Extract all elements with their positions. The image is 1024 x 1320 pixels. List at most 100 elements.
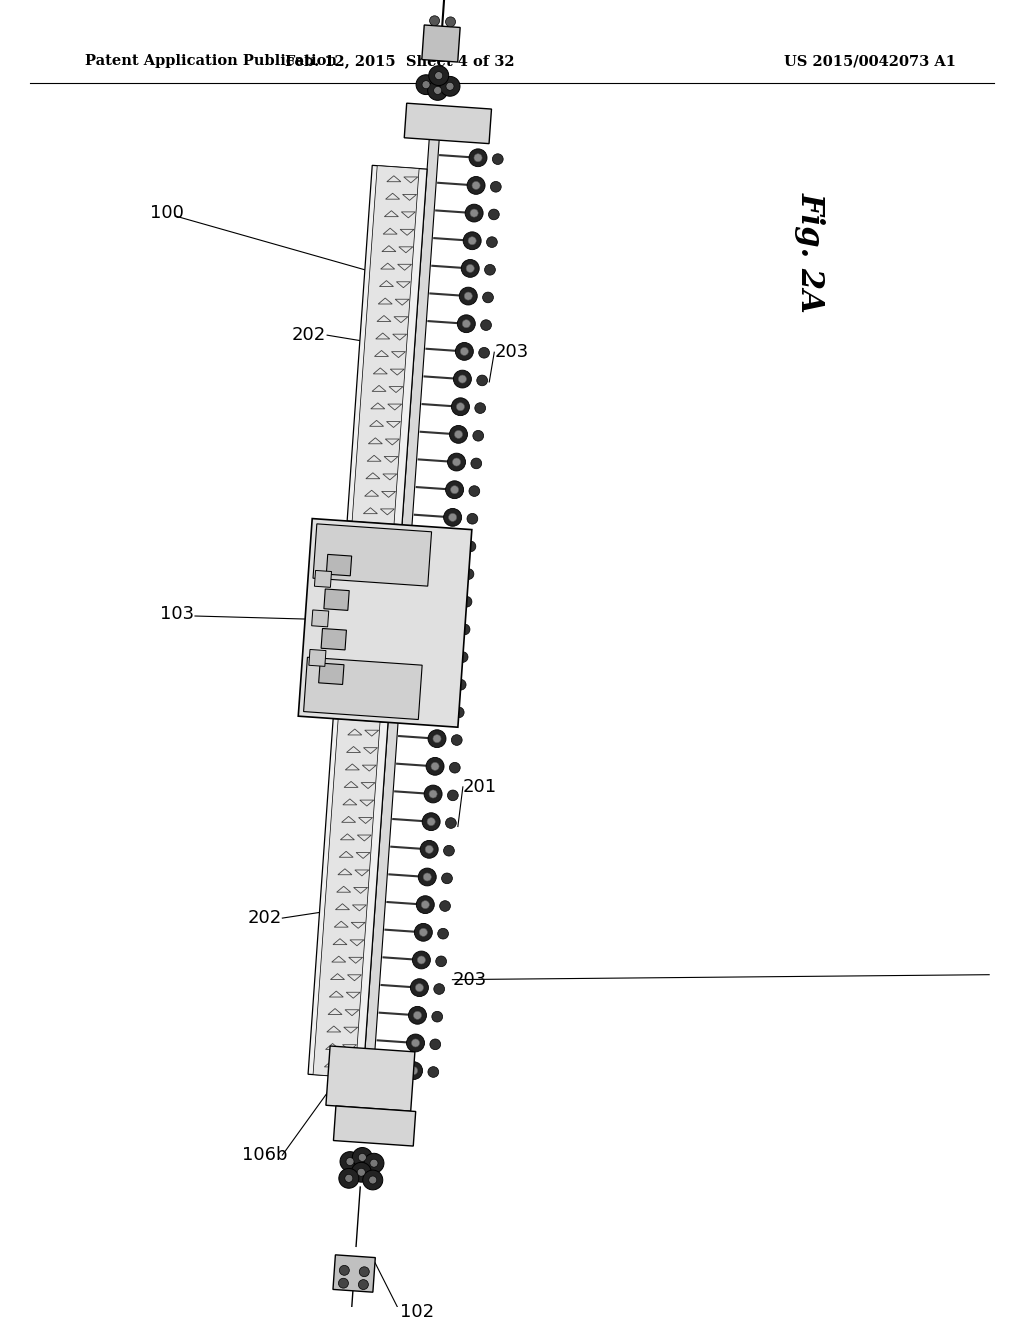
Circle shape [440, 77, 460, 96]
Circle shape [404, 1061, 423, 1080]
Circle shape [466, 264, 474, 272]
Circle shape [477, 375, 487, 385]
Circle shape [443, 508, 462, 527]
Circle shape [490, 181, 501, 193]
Circle shape [437, 928, 449, 939]
Circle shape [432, 675, 450, 692]
Circle shape [473, 430, 483, 441]
Circle shape [452, 397, 469, 416]
Circle shape [468, 236, 476, 244]
Circle shape [486, 236, 498, 247]
Circle shape [432, 1011, 442, 1022]
Circle shape [465, 205, 483, 222]
Text: 201: 201 [463, 777, 497, 796]
Circle shape [440, 624, 449, 632]
Text: 106b: 106b [243, 1146, 288, 1164]
Circle shape [357, 1168, 366, 1176]
Circle shape [445, 17, 456, 26]
Circle shape [411, 978, 428, 997]
Circle shape [456, 342, 473, 360]
Circle shape [445, 480, 464, 499]
Polygon shape [347, 165, 427, 525]
Circle shape [462, 319, 470, 327]
Circle shape [428, 730, 446, 747]
Circle shape [484, 264, 496, 275]
Circle shape [441, 873, 453, 883]
Circle shape [436, 956, 446, 966]
Circle shape [441, 536, 460, 554]
Circle shape [458, 315, 475, 333]
Bar [322, 628, 346, 649]
Circle shape [449, 513, 457, 521]
Bar [314, 570, 332, 587]
Circle shape [413, 952, 430, 969]
Circle shape [416, 983, 424, 991]
Circle shape [428, 1067, 438, 1077]
Circle shape [414, 1011, 422, 1019]
Bar [309, 649, 326, 667]
Circle shape [455, 430, 463, 438]
Circle shape [453, 458, 461, 466]
Circle shape [465, 541, 476, 552]
Circle shape [442, 597, 451, 605]
Polygon shape [308, 718, 388, 1078]
Circle shape [358, 1279, 369, 1290]
Circle shape [458, 652, 468, 663]
Circle shape [339, 1266, 349, 1275]
Circle shape [452, 735, 462, 746]
Polygon shape [333, 1255, 376, 1292]
Circle shape [461, 597, 472, 607]
Circle shape [463, 569, 474, 579]
Text: 100: 100 [150, 203, 184, 222]
Text: 203: 203 [495, 343, 528, 362]
Circle shape [421, 900, 429, 908]
Circle shape [434, 647, 452, 664]
Circle shape [412, 1039, 420, 1047]
Circle shape [446, 82, 454, 90]
Circle shape [358, 1154, 367, 1162]
Polygon shape [313, 524, 431, 586]
Bar [327, 554, 351, 576]
Circle shape [450, 425, 468, 444]
Circle shape [433, 735, 441, 743]
Circle shape [369, 1176, 377, 1184]
Circle shape [338, 1278, 348, 1288]
Circle shape [345, 1175, 353, 1183]
Circle shape [352, 1147, 373, 1167]
Circle shape [437, 680, 445, 688]
Circle shape [359, 1267, 370, 1276]
Text: 202: 202 [248, 909, 282, 927]
Circle shape [426, 758, 444, 775]
Circle shape [444, 569, 453, 577]
Circle shape [475, 403, 485, 413]
Circle shape [482, 292, 494, 302]
Circle shape [435, 708, 443, 715]
Circle shape [419, 928, 427, 936]
Circle shape [434, 983, 444, 994]
Circle shape [434, 87, 441, 95]
Circle shape [439, 652, 446, 660]
Circle shape [447, 453, 466, 471]
Circle shape [340, 1151, 360, 1171]
Circle shape [430, 1039, 440, 1049]
Text: 103: 103 [160, 605, 195, 623]
Polygon shape [298, 519, 472, 727]
Circle shape [470, 209, 478, 216]
Circle shape [417, 896, 434, 913]
Circle shape [415, 924, 432, 941]
Circle shape [450, 763, 460, 774]
Text: 102: 102 [400, 1303, 434, 1320]
Circle shape [428, 81, 447, 100]
Circle shape [425, 845, 433, 853]
Circle shape [464, 292, 472, 300]
Bar [324, 589, 349, 610]
Circle shape [364, 1154, 384, 1173]
Circle shape [429, 66, 449, 86]
Polygon shape [352, 166, 419, 524]
Circle shape [351, 1163, 372, 1183]
Circle shape [457, 403, 465, 411]
Circle shape [436, 619, 454, 638]
Circle shape [435, 71, 442, 79]
Circle shape [418, 869, 436, 886]
Circle shape [454, 370, 471, 388]
